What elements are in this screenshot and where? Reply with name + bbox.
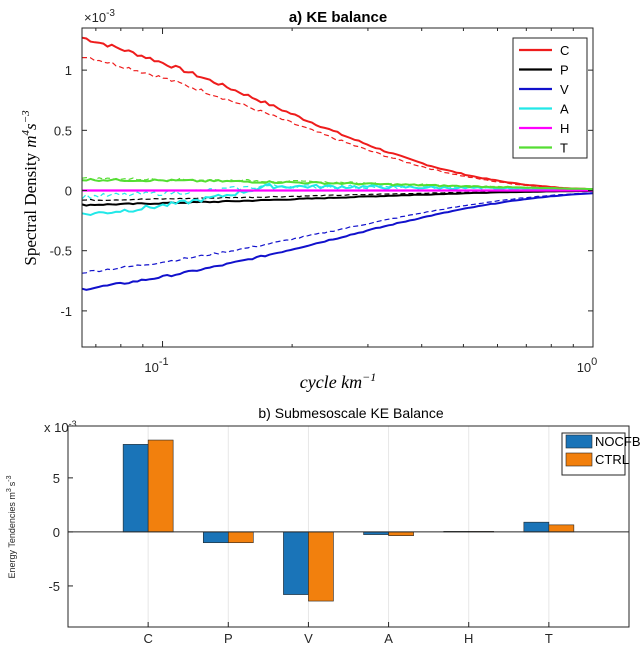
bar-NOCFB-C (122, 444, 149, 533)
ke-balance-panel: -1 -0.5 0 0.5 1 10-1 100 a) KE balance ×10-3 c… (20, 8, 597, 392)
legend-label-C: C (560, 43, 569, 58)
legend-label-H: H (560, 121, 569, 136)
bottom-y-tick-label: -5 (48, 579, 60, 594)
top-exponent-label: ×10-3 (84, 8, 115, 25)
series-line-T-dashed (81, 176, 594, 190)
bottom-exponent-label: x 10-3 (44, 419, 77, 435)
legend-swatch-CTRL (565, 452, 593, 467)
top-y-axis-label: Spectral Densitym4s−3 (20, 110, 40, 266)
bar-CTRL-C (147, 439, 174, 533)
top-y-tick-label: 0.5 (54, 123, 72, 138)
legend-label-NOCFB: NOCFB (595, 434, 641, 449)
legend-label-A: A (560, 102, 569, 117)
bar-NOCFB-V (283, 531, 309, 595)
bottom-x-tick-label: P (224, 631, 233, 646)
series-line-P-dashed (81, 190, 593, 202)
bar-CTRL-V (308, 531, 334, 602)
bottom-legend: NOCFB CTRL (561, 432, 641, 476)
bar-NOCFB-P (202, 531, 229, 544)
top-y-tick-label: -0.5 (50, 244, 72, 259)
bar-CTRL-P (227, 531, 254, 544)
top-chart-title: a) KE balance (289, 9, 387, 26)
top-legend-box (512, 37, 588, 159)
top-x-tick-label: 100 (577, 356, 598, 375)
bar-NOCFB-T (523, 521, 550, 533)
top-x-tick-label: 10-1 (144, 356, 168, 375)
bottom-x-tick-label: C (143, 631, 152, 646)
bottom-chart-title: b) Submesoscale KE Balance (258, 405, 443, 421)
top-plot-frame (81, 27, 594, 348)
top-y-tick-label: 1 (65, 63, 72, 78)
bottom-y-tick-label: 0 (53, 525, 60, 540)
legend-swatch-NOCFB (565, 434, 593, 449)
legend-label-V: V (560, 82, 569, 97)
bottom-x-tick-label: A (384, 631, 393, 646)
series-line-C (81, 36, 594, 191)
legend-label-P: P (560, 63, 569, 78)
legend-label-T: T (560, 141, 568, 156)
bottom-plot-frame (67, 425, 630, 628)
bottom-y-tick-label: 5 (53, 471, 60, 486)
bottom-x-tick-label: T (545, 631, 553, 646)
top-x-axis-label: cycle km−1 (300, 370, 377, 392)
top-y-tick-label: 0 (65, 184, 72, 199)
series-line-V (81, 192, 594, 291)
legend-label-CTRL: CTRL (595, 452, 629, 467)
top-y-tick-label: -1 (60, 304, 72, 319)
bar-CTRL-A (388, 531, 414, 536)
series-line-C-dashed (82, 56, 594, 190)
bottom-x-tick-label: H (464, 631, 473, 646)
bottom-y-axis-label: Energy Tendencies m3s-3 (6, 475, 17, 578)
bottom-x-tick-label: V (304, 631, 313, 646)
submesoscale-ke-panel: b) Submesoscale KE Balance x 10-3 -5 0 5 C P… (6, 405, 641, 646)
bar-CTRL-T (548, 524, 575, 533)
